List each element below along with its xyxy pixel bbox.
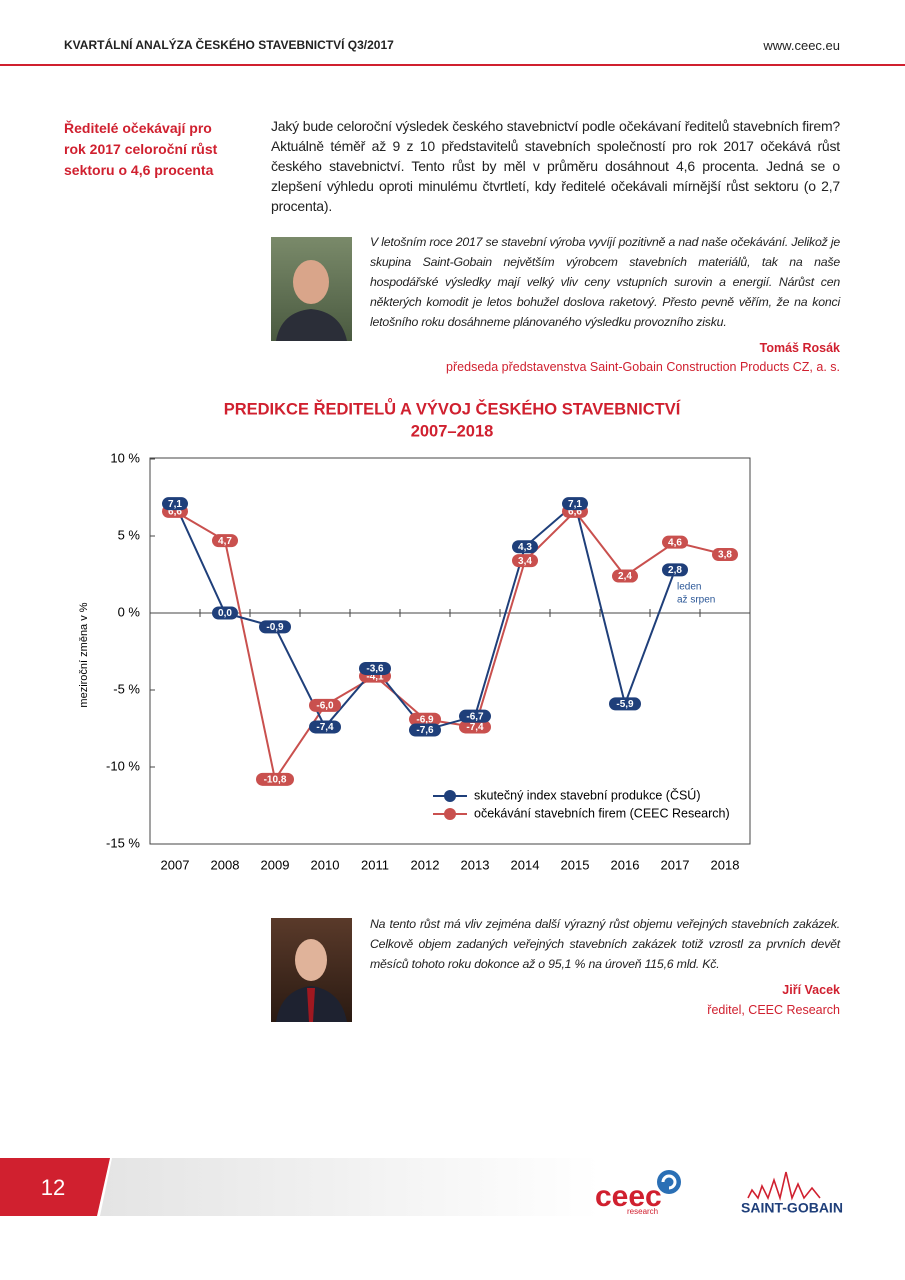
data-label: 4,3 xyxy=(518,542,532,553)
data-point xyxy=(359,661,391,675)
chart-subtitle: 2007–2018 xyxy=(411,422,494,440)
data-point xyxy=(512,540,538,554)
y-tick-label: -10 % xyxy=(106,758,140,773)
x-tick-label: 2012 xyxy=(411,857,440,872)
x-tick-label: 2009 xyxy=(261,857,290,872)
chart-title: PREDIKCE ŘEDITELŮ A VÝVOJ ČESKÉHO STAVEB… xyxy=(224,398,681,418)
data-label: 4,7 xyxy=(218,536,232,547)
data-label: 3,4 xyxy=(518,556,532,567)
x-tick-label: 2007 xyxy=(161,857,190,872)
data-label: 7,1 xyxy=(168,499,182,510)
portrait xyxy=(276,939,347,1022)
footer-tab xyxy=(0,1158,110,1216)
plot-frame xyxy=(149,457,751,845)
legend-label: očekávání stavebních firem (CEEC Researc… xyxy=(474,806,730,820)
data-point xyxy=(409,723,441,737)
page-number: 12 xyxy=(41,1175,65,1200)
annotation: až srpen xyxy=(677,595,715,606)
data-label: 6,6 xyxy=(568,507,582,518)
quote-text: V letošním roce 2017 se stavební výroba … xyxy=(370,235,840,329)
data-point xyxy=(162,497,188,511)
data-point xyxy=(712,547,738,561)
data-label: 2,8 xyxy=(668,565,682,576)
x-tick-label: 2011 xyxy=(361,857,389,872)
data-label: -6,0 xyxy=(316,701,334,712)
data-label: -4,1 xyxy=(366,671,384,682)
header-rule xyxy=(0,64,905,66)
quote-role: ředitel, CEEC Research xyxy=(707,1003,840,1017)
x-tick-label: 2013 xyxy=(461,857,490,872)
y-axis-label: meziroční změna v % xyxy=(78,602,90,707)
legend-label: skutečný index stavební produkce (ČSÚ) xyxy=(474,787,701,802)
x-tick-label: 2017 xyxy=(661,857,690,872)
data-point xyxy=(612,569,638,583)
legend-marker xyxy=(444,808,456,820)
logo-ceec: ceec xyxy=(595,1180,662,1213)
data-label: -7,4 xyxy=(316,722,334,733)
quote-text: Na tento růst má vliv zejména další výra… xyxy=(370,917,840,971)
x-tick-label: 2010 xyxy=(311,857,340,872)
data-point xyxy=(562,497,588,511)
data-point xyxy=(309,720,341,734)
data-label: -0,9 xyxy=(266,622,284,633)
data-label: -7,4 xyxy=(466,722,484,733)
logo-sg: SAINT-GOBAIN xyxy=(741,1200,843,1216)
footer-band xyxy=(100,1158,600,1216)
data-point xyxy=(662,563,688,577)
logo-ceec-sub: research xyxy=(627,1207,658,1216)
data-point xyxy=(459,720,491,734)
data-label: -7,6 xyxy=(416,725,434,736)
data-point xyxy=(259,620,291,634)
logo-skyline xyxy=(747,1171,821,1201)
y-tick-label: -5 % xyxy=(113,681,140,696)
data-point xyxy=(309,698,341,712)
header-url: www.ceec.eu xyxy=(763,38,840,53)
logo-icon xyxy=(657,1170,681,1194)
photo xyxy=(271,237,352,341)
data-point xyxy=(512,554,538,568)
y-tick-label: -15 % xyxy=(106,835,140,850)
x-tick-label: 2018 xyxy=(711,857,740,872)
data-label: 4,6 xyxy=(668,537,682,548)
data-point xyxy=(256,772,294,786)
data-label: -6,9 xyxy=(416,714,434,725)
quote-author: Tomáš Rosák xyxy=(759,341,840,355)
portrait xyxy=(276,260,347,341)
quote-author: Jiří Vacek xyxy=(782,983,840,997)
x-tick-label: 2014 xyxy=(511,857,540,872)
y-tick-label: 0 % xyxy=(118,604,141,619)
data-point xyxy=(609,697,641,711)
data-point xyxy=(212,534,238,548)
y-tick-label: 10 % xyxy=(110,450,140,465)
body-paragraph: Jaký bude celoroční výsledek českého sta… xyxy=(271,118,840,214)
legend-marker xyxy=(444,790,456,802)
data-label: -6,7 xyxy=(466,711,484,722)
photo xyxy=(271,918,352,1022)
x-tick-label: 2008 xyxy=(211,857,240,872)
data-point xyxy=(212,606,238,620)
data-label: 6,6 xyxy=(168,507,182,518)
header-title: KVARTÁLNÍ ANALÝZA ČESKÉHO STAVEBNICTVÍ Q… xyxy=(64,38,394,52)
sidebar-highlight: Ředitelé očekávají pro rok 2017 celoročn… xyxy=(64,120,218,178)
data-label: 0,0 xyxy=(218,608,232,619)
x-tick-label: 2016 xyxy=(611,857,640,872)
logo-icon xyxy=(661,1174,677,1190)
data-point xyxy=(409,712,441,726)
series-line xyxy=(174,509,726,782)
data-label: -3,6 xyxy=(366,664,384,675)
quote-role: předseda představenstva Saint-Gobain Con… xyxy=(446,360,840,374)
data-point xyxy=(662,535,688,549)
data-point xyxy=(459,709,491,723)
data-label: 3,8 xyxy=(718,550,732,561)
data-label: -5,9 xyxy=(616,699,634,710)
data-label: 2,4 xyxy=(618,571,632,582)
x-tick-label: 2015 xyxy=(561,857,590,872)
y-tick-label: 5 % xyxy=(118,527,141,542)
data-label: 7,1 xyxy=(568,499,582,510)
annotation: leden xyxy=(677,582,701,593)
data-label: -10,8 xyxy=(264,774,287,785)
